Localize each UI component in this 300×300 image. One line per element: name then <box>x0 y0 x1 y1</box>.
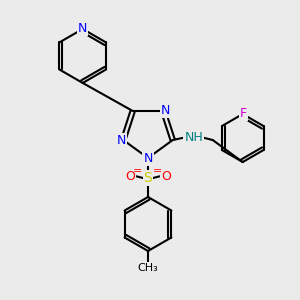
Text: N: N <box>143 152 153 164</box>
Text: N: N <box>160 104 170 118</box>
Text: N: N <box>78 22 87 35</box>
Text: O: O <box>161 169 171 182</box>
Text: =: = <box>153 166 163 176</box>
Text: F: F <box>240 106 247 119</box>
Text: S: S <box>144 171 152 185</box>
Text: CH₃: CH₃ <box>138 263 158 273</box>
Text: O: O <box>125 169 135 182</box>
Text: =: = <box>133 166 143 176</box>
Text: NH: NH <box>184 130 203 143</box>
Text: N: N <box>117 134 126 146</box>
